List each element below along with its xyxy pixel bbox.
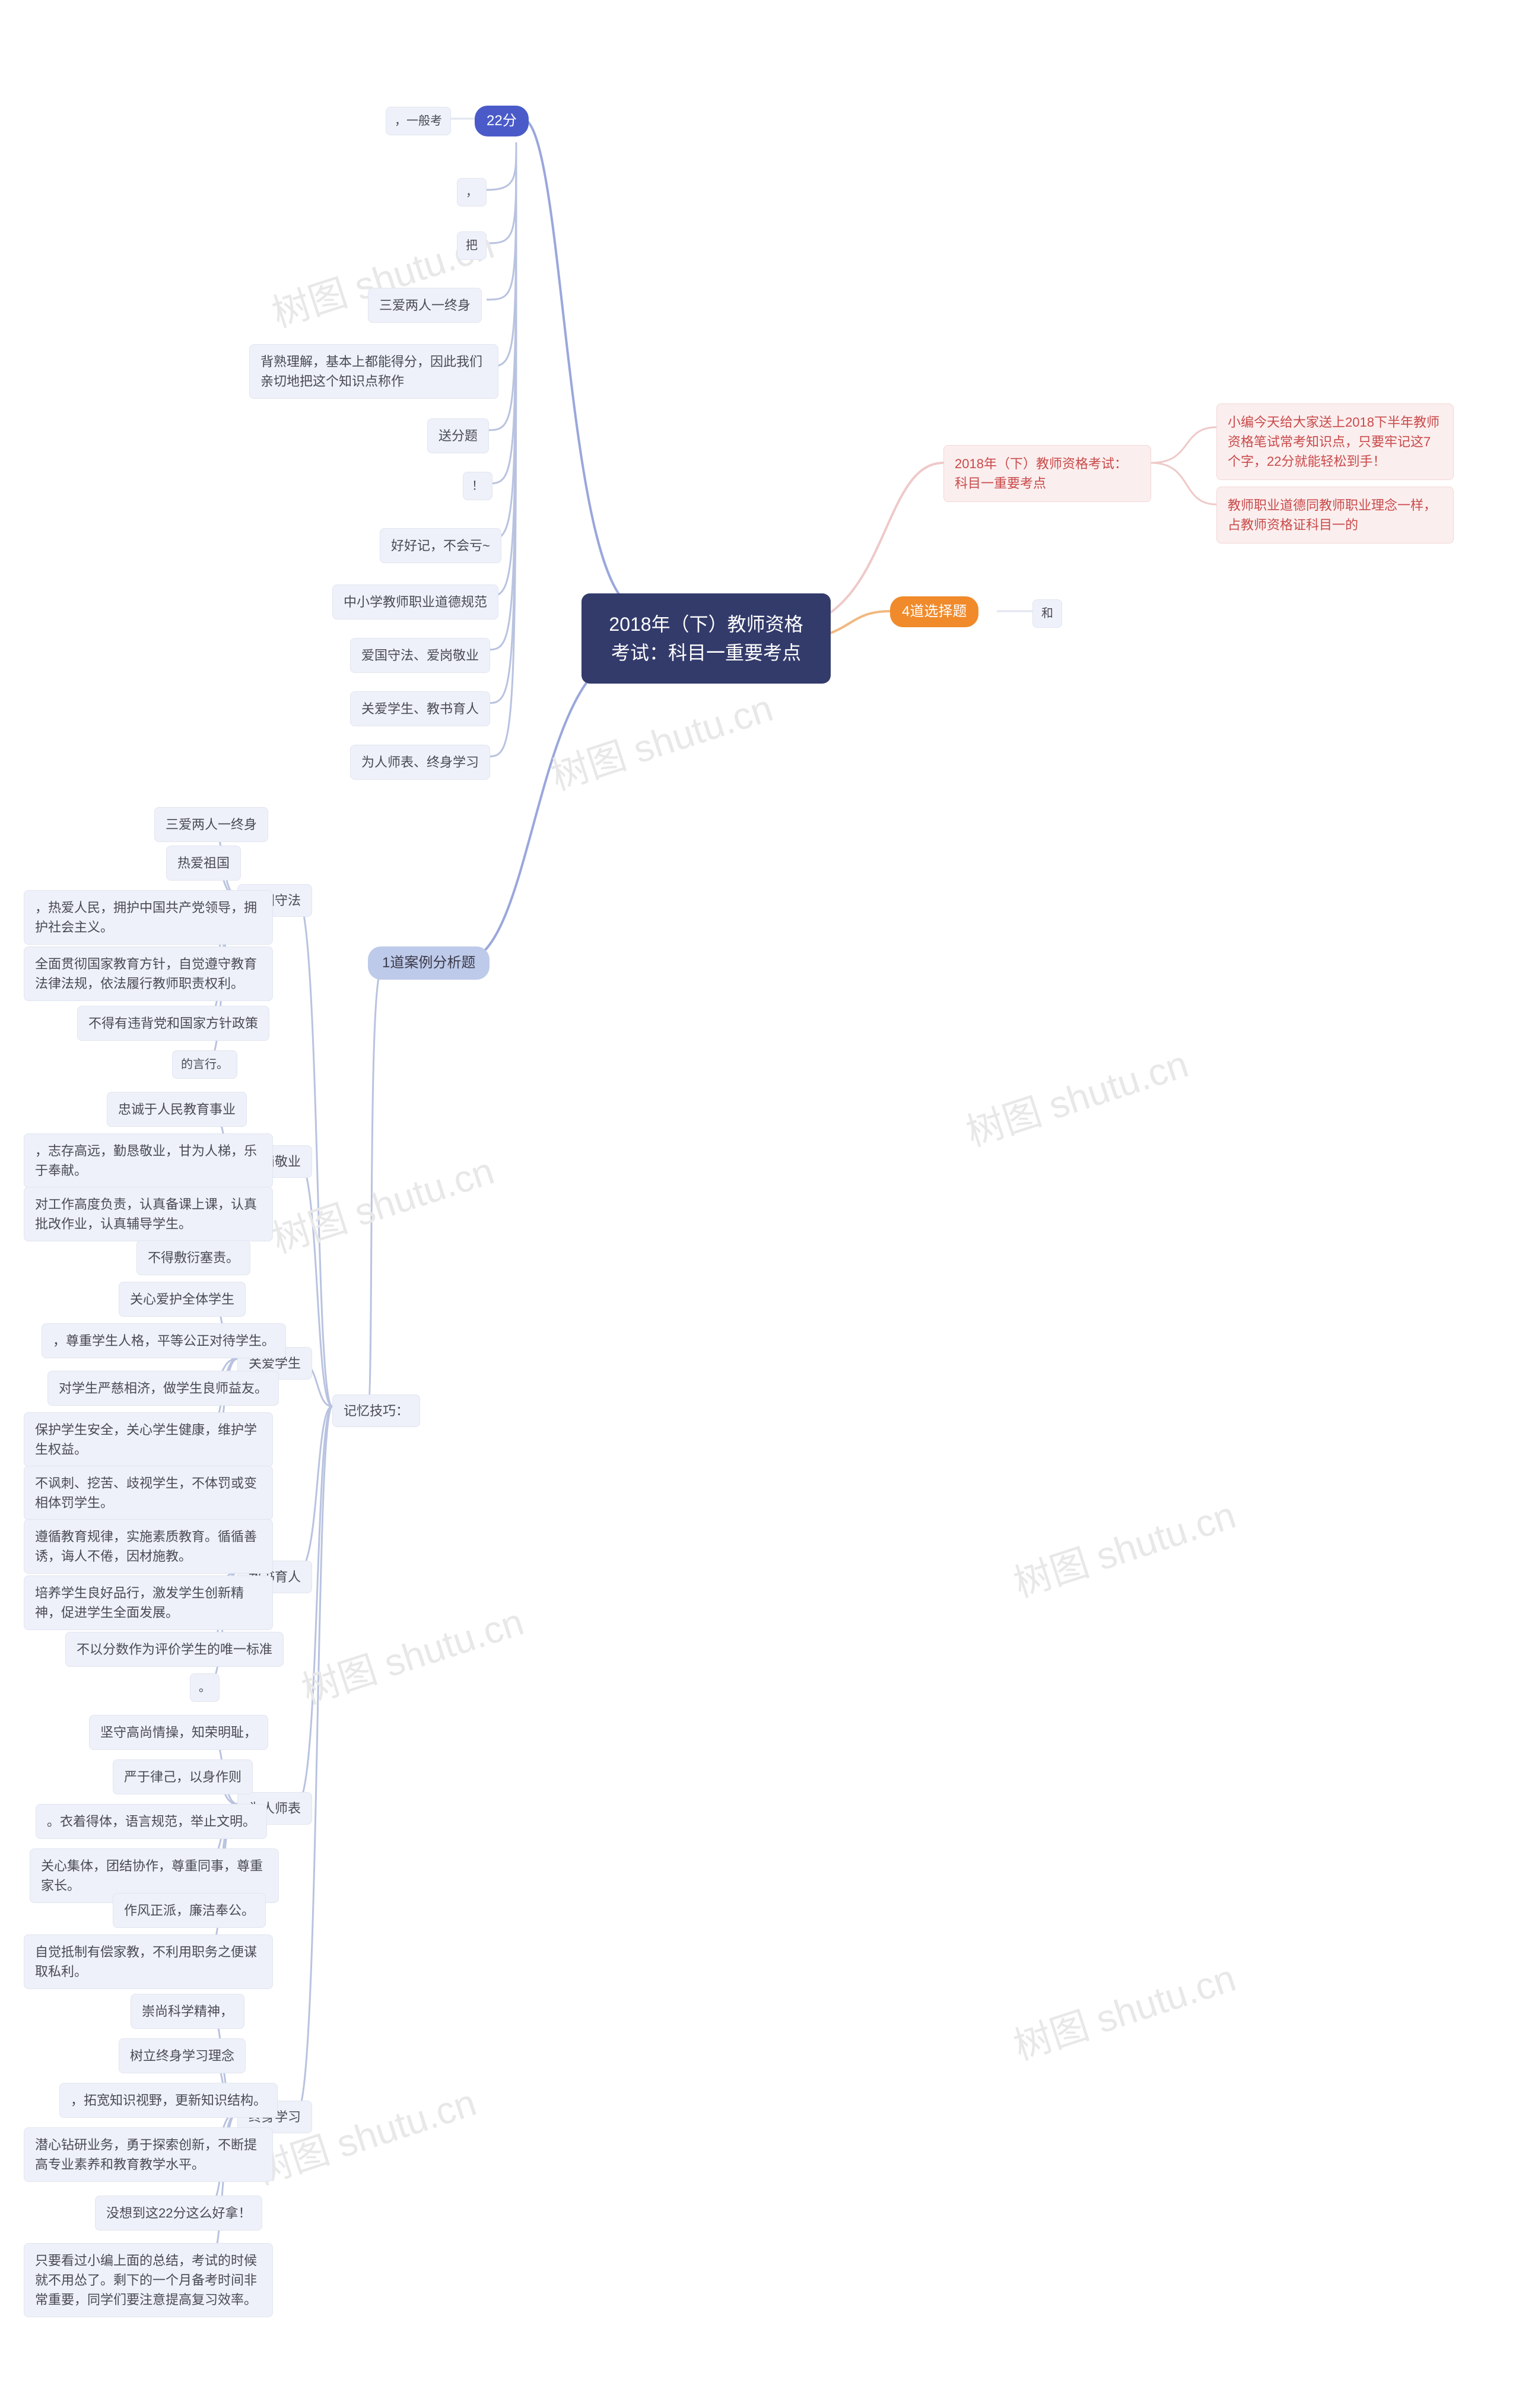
right-pink-2: 教师职业道德同教师职业理念一样，占教师资格证科目一的 [1216, 487, 1454, 544]
g1-0: 热爱祖国 [166, 846, 241, 881]
g1-1: ，热爱人民，拥护中国共产党领导，拥护社会主义。 [24, 890, 273, 945]
t7: 爱国守法、爱岗敬业 [350, 638, 490, 673]
g1-3: 不得有违背党和国家方针政策 [77, 1006, 269, 1041]
root-node: 2018年（下）教师资格考试：科目一重要考点 [581, 593, 831, 684]
g3-4: 不讽刺、挖苦、歧视学生，不体罚或变相体罚学生。 [24, 1466, 273, 1520]
choice-and: 和 [1032, 599, 1062, 628]
t-dot2: 把 [457, 231, 487, 260]
t9: 为人师表、终身学习 [350, 745, 490, 780]
g5-0: 坚守高尚情操，知荣明耻， [89, 1715, 268, 1750]
watermark: 树图 shutu.cn [958, 1034, 1194, 1157]
choice-badge: 4道选择题 [890, 596, 978, 627]
g6-1: 树立终身学习理念 [119, 2038, 246, 2073]
t5: 好好记，不会亏~ [380, 528, 501, 563]
g1-4: 的言行。 [172, 1050, 237, 1079]
watermark: 树图 shutu.cn [1006, 1948, 1241, 2070]
t2: 背熟理解，基本上都能得分，因此我们亲切地把这个知识点称作 [249, 344, 498, 399]
g6-5: 只要看过小编上面的总结，考试的时候就不用怂了。剩下的一个月备考时间非常重要，同学… [24, 2243, 273, 2317]
watermark: 树图 shutu.cn [1006, 1485, 1241, 1608]
watermark: 树图 shutu.cn [543, 678, 778, 800]
g3-2: 对学生严慈相济，做学生良师益友。 [47, 1371, 279, 1406]
g5-1: 严于律己，以身作则 [113, 1759, 253, 1794]
t1: 三爱两人一终身 [368, 288, 482, 323]
g1-head: 三爱两人一终身 [154, 807, 268, 842]
g6-2: ，拓宽知识视野，更新知识结构。 [59, 2083, 278, 2118]
g2-1: ，志存高远，勤恳敬业，甘为人梯，乐于奉献。 [24, 1133, 273, 1188]
t8: 关爱学生、教书育人 [350, 691, 490, 726]
g1-2: 全面贯彻国家教育方针，自觉遵守教育法律法规，依法履行教师职责权利。 [24, 946, 273, 1001]
g2-2: 对工作高度负责，认真备课上课，认真批改作业，认真辅导学生。 [24, 1187, 273, 1241]
g5-2: 。衣着得体，语言规范，举止文明。 [36, 1804, 267, 1839]
g3-1: ，尊重学生人格，平等公正对待学生。 [42, 1323, 286, 1358]
t3: 送分题 [427, 418, 489, 453]
g4-1: 培养学生良好品行，激发学生创新精神，促进学生全面发展。 [24, 1575, 273, 1630]
g3-3: 保护学生安全，关心学生健康，维护学生权益。 [24, 1412, 273, 1467]
tag-general: ，一般考 [386, 107, 451, 135]
right-pink-1: 小编今天给大家送上2018下半年教师资格笔试常考知识点，只要牢记这7个字，22分… [1216, 404, 1454, 480]
t6: 中小学教师职业道德规范 [332, 584, 498, 620]
badge-22: 22分 [475, 106, 529, 136]
g4-3: 。 [190, 1673, 220, 1702]
g4-0: 遵循教育规律，实施素质教育。循循善诱，诲人不倦，因材施教。 [24, 1519, 273, 1574]
t4: ！ [463, 472, 492, 500]
g6-4: 没想到这22分这么好拿！ [95, 2196, 262, 2231]
g4-2: 不以分数作为评价学生的唯一标准 [65, 1632, 284, 1667]
g3-0: 关心爱护全体学生 [119, 1282, 246, 1317]
g2-0: 忠诚于人民教育事业 [107, 1092, 247, 1127]
case-badge: 1道案例分析题 [368, 946, 490, 980]
watermark: 树图 shutu.cn [294, 1591, 529, 1714]
memory-label: 记忆技巧： [332, 1394, 420, 1427]
right-title: 2018年（下）教师资格考试：科目一重要考点 [943, 445, 1151, 502]
watermark: 树图 shutu.cn [246, 2072, 482, 2195]
g6-0: 崇尚科学精神， [131, 1994, 244, 2029]
g5-5: 自觉抵制有偿家教，不利用职务之便谋取私利。 [24, 1934, 273, 1989]
t-dot1: ， [457, 178, 487, 207]
g2-3: 不得敷衍塞责。 [136, 1240, 250, 1275]
g5-4: 作风正派，廉洁奉公。 [113, 1893, 266, 1928]
g6-3: 潜心钻研业务，勇于探索创新，不断提高专业素养和教育教学水平。 [24, 2127, 273, 2182]
